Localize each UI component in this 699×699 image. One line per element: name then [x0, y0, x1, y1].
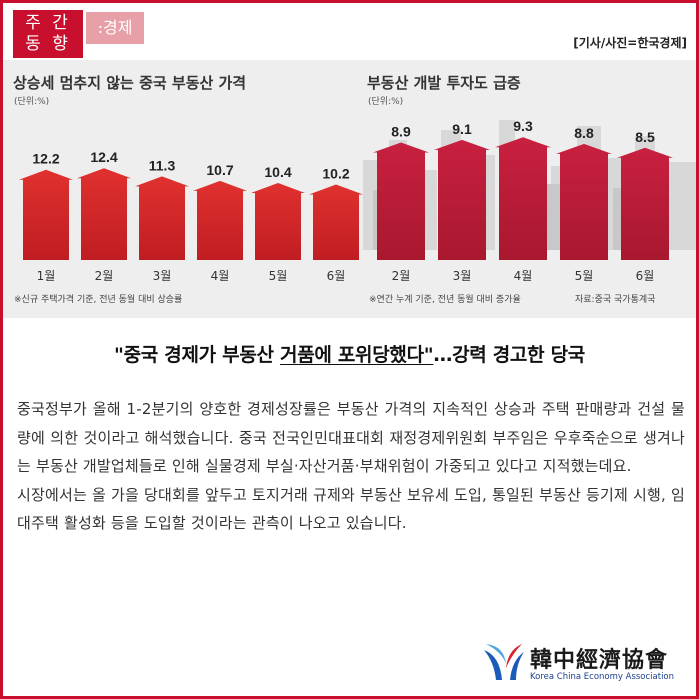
right-category-label: 2월 — [392, 269, 411, 283]
left-value-label: 11.3 — [149, 157, 176, 173]
right-value-label: 8.8 — [574, 125, 594, 141]
weekly-trends-badge: 주 간 동 향 — [13, 10, 83, 58]
badge-line1: 주 간 — [25, 13, 71, 33]
right-bar-2월 — [373, 142, 429, 260]
badge-line2: 동 향 — [25, 34, 71, 54]
left-category-label: 4월 — [211, 269, 230, 283]
headline: "중국 경제가 부동산 거품에 포위당했다"…강력 경고한 당국 — [0, 340, 699, 367]
left-bar-1월 — [19, 169, 73, 260]
left-bar-2월 — [77, 168, 131, 260]
article-paragraph-1: 중국정부가 올해 1-2분기의 양호한 경제성장률은 부동산 가격의 지속적인 … — [17, 400, 685, 475]
right-bar-4월 — [495, 137, 551, 260]
left-bar-4월 — [193, 180, 247, 260]
right-value-label: 9.3 — [513, 118, 533, 134]
right-category-label: 3월 — [453, 269, 472, 283]
right-category-label: 4월 — [514, 269, 533, 283]
bar-charts: 12.2 1월 12.4 2월 11.3 3월 10.7 4월 10.4 5월 10.2 6월 8.9… — [19, 118, 673, 283]
kcea-emblem-icon — [484, 644, 524, 680]
left-category-label: 6월 — [327, 269, 346, 283]
right-chart-unit: (단위:%) — [368, 97, 404, 107]
right-value-label: 8.9 — [391, 124, 411, 140]
headline-underlined: 거품에 포위당했다" — [280, 344, 434, 366]
left-bar-5월 — [251, 183, 305, 260]
left-bar-3월 — [135, 176, 189, 260]
left-value-label: 10.2 — [322, 166, 349, 182]
kcea-name: 韓中經濟協會 — [530, 647, 669, 673]
left-category-label: 1월 — [37, 269, 56, 283]
left-bar-6월 — [309, 184, 363, 260]
right-category-label: 5월 — [575, 269, 594, 283]
left-chart-unit: (단위:%) — [14, 97, 50, 107]
left-value-label: 12.4 — [90, 149, 117, 165]
right-value-label: 8.5 — [635, 129, 655, 145]
kcea-subtitle: Korea China Economy Association — [530, 672, 675, 682]
right-category-label: 6월 — [636, 269, 655, 283]
right-bar-6월 — [617, 147, 673, 260]
right-chart-note: ※연간 누계 기준, 전년 동월 대비 증가율 — [369, 295, 521, 305]
left-category-label: 3월 — [153, 269, 172, 283]
category-badge: :경제 — [86, 12, 144, 44]
left-value-label: 10.7 — [206, 162, 233, 178]
right-bar-5월 — [556, 143, 612, 260]
left-category-label: 5월 — [269, 269, 288, 283]
left-value-label: 10.4 — [264, 164, 291, 180]
left-value-label: 12.2 — [32, 151, 59, 167]
left-chart-note: ※신규 주택가격 기준, 전년 동월 대비 상승률 — [14, 295, 183, 305]
right-chart-source: 자료:중국 국가통계국 — [575, 295, 656, 305]
left-category-label: 2월 — [95, 269, 114, 283]
infographic: 상승세 멈추지 않는 중국 부동산 가격 (단위:%) 부동산 개발 투자도 급… — [3, 60, 696, 318]
headline-part3: …강력 경고한 당국 — [433, 344, 585, 366]
right-chart-title: 부동산 개발 투자도 급증 — [367, 74, 521, 92]
article-paragraph-2: 시장에서는 올 가을 당대회를 앞두고 토지거래 규제와 부동산 보유세 도입,… — [17, 485, 685, 533]
left-chart-title: 상승세 멈추지 않는 중국 부동산 가격 — [13, 74, 247, 92]
right-bar-3월 — [434, 139, 490, 260]
headline-part1: "중국 경제가 부동산 — [114, 344, 281, 366]
photo-credit: [기사/사진=한국경제] — [573, 36, 687, 50]
right-value-label: 9.1 — [452, 121, 472, 137]
article-body: 중국정부가 올해 1-2분기의 양호한 경제성장률은 부동산 가격의 지속적인 … — [17, 395, 685, 538]
kcea-logo: 韓中經濟協會 Korea China Economy Association — [482, 640, 687, 688]
